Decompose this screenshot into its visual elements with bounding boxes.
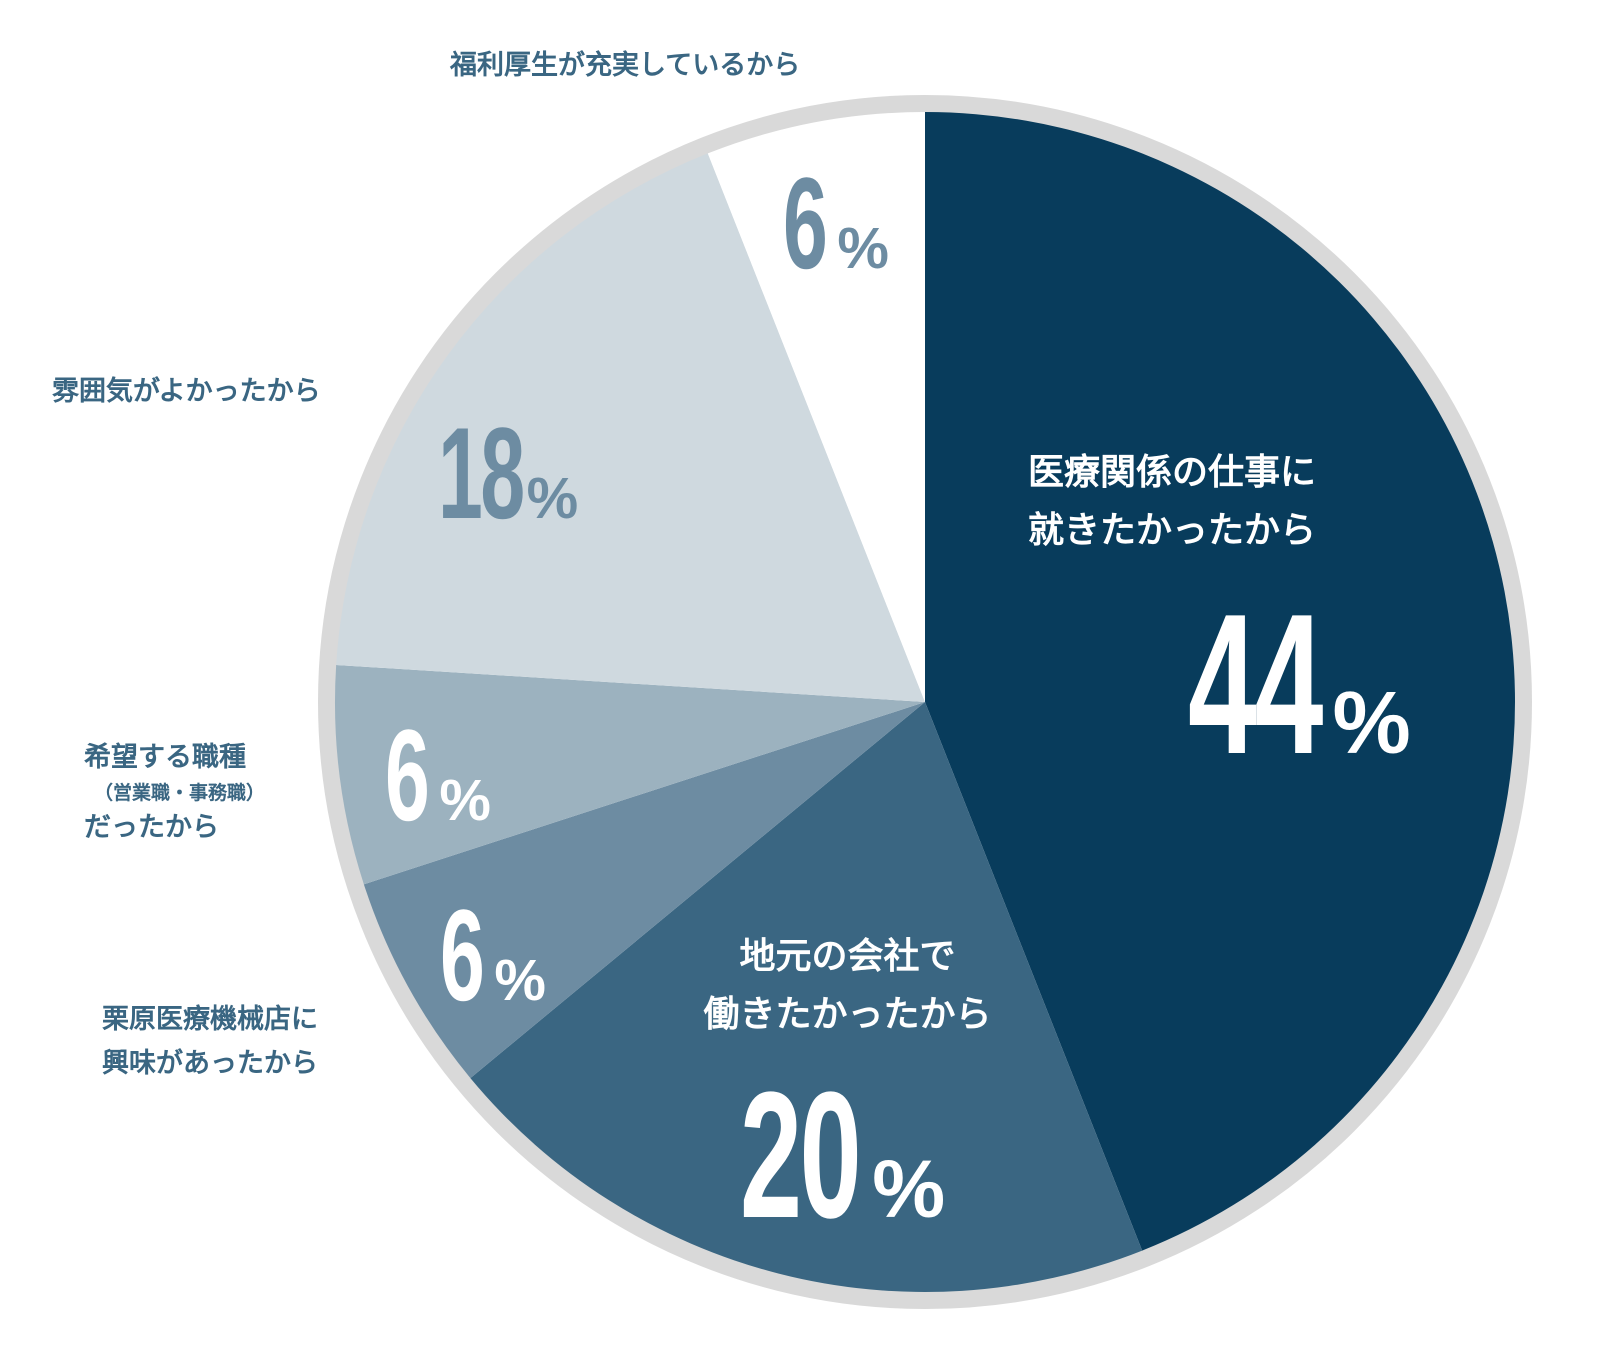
pie-slice-2 (363, 702, 925, 1079)
pie-slice-4 (336, 153, 926, 702)
pct-sign: % (526, 466, 579, 531)
pct-label-benefits: 6% (783, 148, 889, 298)
label-line: 興味があったから (102, 1048, 318, 1079)
pct-label-interest: 6% (440, 880, 546, 1030)
label-line: 希望する職種 (84, 742, 246, 773)
label-line: 医療関係の仕事に (1028, 452, 1317, 493)
pct-label-local: 20% (740, 1052, 945, 1259)
pie-outer-ring (318, 95, 1532, 1309)
slice-label-benefits: 福利厚生が充実しているから (450, 44, 800, 88)
pct-sign: % (494, 948, 546, 1013)
label-line: だったから (84, 812, 219, 843)
label-line: 就きたかったから (1028, 510, 1317, 551)
pct-label-atmosphere: 18% (438, 398, 578, 548)
label-line: 雰囲気がよかったから (52, 376, 321, 407)
pct-sign: % (439, 768, 491, 833)
slice-label-job-type: 希望する職種 （営業職・事務職） だったから (84, 736, 265, 850)
label-line: 働きたかったから (703, 994, 992, 1035)
slice-label-local: 地元の会社で 働きたかったから (675, 928, 1020, 1044)
label-line: 栗原医療機械店に (102, 1004, 318, 1035)
slice-label-medical: 医療関係の仕事に 就きたかったから (1028, 444, 1316, 560)
label-line: 地元の会社で (739, 936, 956, 977)
pie-slice-5 (707, 112, 925, 702)
pct-number: 18 (438, 400, 525, 546)
pie-slice-3 (335, 664, 925, 885)
pct-number: 44 (1188, 573, 1323, 796)
pct-label-medical: 44% (1188, 570, 1411, 800)
pie-slice-0 (925, 112, 1515, 1251)
slice-label-interest: 栗原医療機械店に 興味があったから (102, 998, 318, 1086)
pct-number: 6 (385, 702, 430, 848)
pct-number: 20 (740, 1055, 862, 1256)
pct-number: 6 (440, 882, 485, 1028)
pct-sign: % (872, 1144, 946, 1235)
pct-sign: % (837, 216, 889, 281)
pie-slice-1 (470, 702, 1143, 1292)
pct-label-job-type: 6% (385, 700, 491, 850)
pct-number: 6 (783, 150, 828, 296)
slice-label-atmosphere: 雰囲気がよかったから (52, 370, 321, 414)
label-line: 福利厚生が充実しているから (450, 50, 801, 81)
label-line: （営業職・事務職） (94, 782, 266, 804)
pct-sign: % (1332, 673, 1411, 772)
